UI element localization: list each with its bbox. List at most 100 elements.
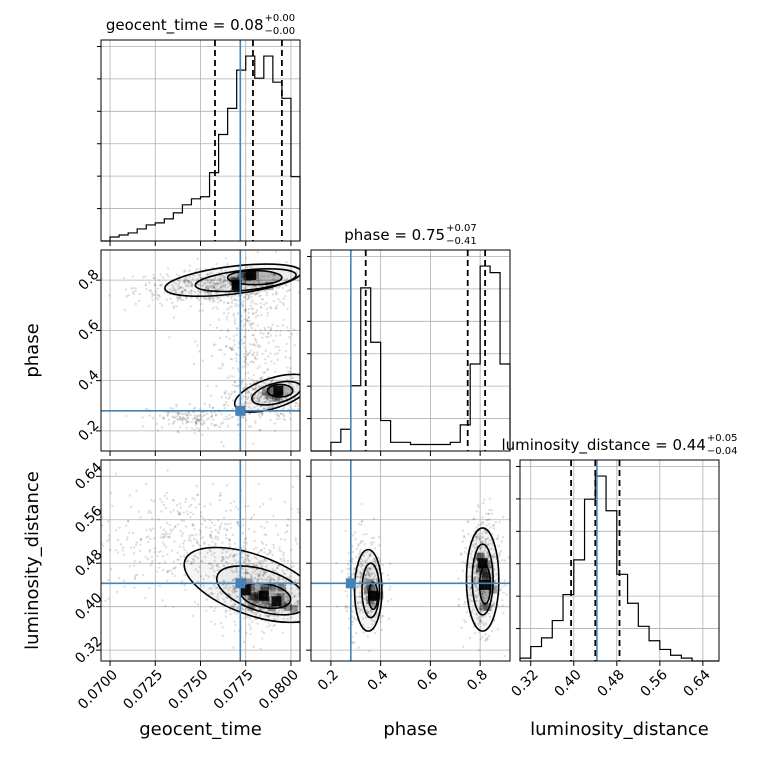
sample-point	[359, 548, 362, 551]
x-tick-label: 0.48	[594, 667, 627, 700]
sample-point	[196, 418, 199, 422]
sample-point	[246, 292, 249, 295]
sample-point	[188, 275, 192, 279]
sample-point	[263, 371, 267, 374]
sample-point	[259, 613, 262, 617]
sample-point	[244, 400, 247, 404]
sample-point	[216, 297, 220, 300]
sample-point	[219, 287, 223, 290]
sample-point	[355, 631, 358, 635]
sample-point	[224, 509, 228, 513]
sample-point	[209, 550, 213, 553]
sample-point	[151, 298, 154, 302]
sample-point	[475, 570, 478, 573]
sample-point	[176, 558, 179, 562]
sample-point	[263, 526, 266, 530]
sample-point	[207, 292, 211, 295]
sample-point	[374, 560, 377, 563]
sample-point	[359, 541, 362, 545]
sample-point	[463, 602, 466, 606]
sample-point	[149, 537, 152, 541]
sample-point	[196, 541, 199, 545]
sample-point	[501, 515, 505, 519]
sample-point	[244, 287, 248, 290]
sample-point	[217, 288, 220, 291]
sample-point	[223, 283, 226, 286]
sample-point	[279, 300, 282, 304]
sample-point	[251, 605, 255, 609]
sample-point	[286, 307, 289, 311]
sample-point	[260, 587, 263, 590]
sample-point	[213, 556, 217, 559]
sample-point	[260, 285, 263, 288]
sample-point	[197, 418, 200, 422]
sample-point	[502, 612, 505, 615]
sample-point	[485, 636, 489, 640]
sample-point	[125, 295, 128, 298]
sample-point	[282, 592, 286, 596]
sample-point	[171, 567, 175, 570]
x-axis-label-geocent_time: geocent_time	[139, 719, 262, 740]
sample-point	[286, 524, 289, 527]
sample-point	[262, 503, 265, 506]
x-tick-label: 0.0775	[211, 667, 257, 713]
sample-point	[493, 552, 496, 556]
sample-point	[265, 398, 269, 401]
sample-point	[273, 273, 277, 276]
sample-point	[481, 554, 485, 557]
sample-point	[174, 415, 178, 418]
sample-point	[254, 386, 258, 390]
sample-point	[258, 396, 261, 399]
sample-point	[461, 529, 465, 532]
sample-point	[486, 543, 489, 547]
sample-point	[274, 290, 278, 294]
sample-point	[267, 601, 270, 604]
sample-point	[269, 550, 272, 553]
sample-point	[386, 599, 390, 603]
x-tick-label: 0.64	[681, 667, 714, 700]
sample-point	[150, 498, 153, 502]
sample-point	[313, 570, 315, 572]
sample-point	[266, 615, 270, 618]
sample-point	[147, 511, 150, 514]
sample-point	[244, 309, 247, 312]
sample-point	[294, 404, 297, 408]
sample-point	[297, 511, 300, 514]
sample-point	[252, 388, 255, 391]
sample-point	[474, 542, 477, 545]
sample-point	[485, 577, 489, 580]
sample-point	[248, 343, 252, 346]
sample-point	[206, 287, 210, 291]
sample-point	[173, 525, 177, 529]
sample-point	[126, 536, 129, 539]
sample-point	[278, 546, 281, 550]
density-cell	[237, 272, 246, 281]
sample-point	[246, 563, 250, 566]
sample-point	[115, 590, 119, 594]
marginal-title-lower-error: −0.04	[707, 446, 738, 457]
sample-point	[232, 276, 235, 280]
sample-point	[269, 329, 272, 332]
sample-point	[267, 614, 271, 618]
sample-point	[145, 482, 148, 486]
sample-point	[347, 563, 350, 566]
sample-point	[236, 606, 239, 609]
sample-point	[214, 305, 218, 309]
sample-point	[274, 250, 278, 253]
sample-point	[282, 551, 285, 555]
sample-point	[488, 566, 491, 569]
sample-point	[181, 416, 185, 419]
sample-point	[206, 384, 209, 387]
sample-point	[314, 356, 316, 358]
sample-point	[486, 577, 489, 581]
marginal-panel-phase: phase = 0.75 +0.07−0.41	[307, 223, 511, 456]
sample-point	[130, 505, 133, 509]
sample-point	[472, 545, 475, 548]
sample-point	[164, 530, 168, 533]
sample-point	[246, 572, 250, 575]
sample-point	[490, 606, 493, 609]
sample-point	[269, 497, 272, 501]
sample-point	[187, 420, 191, 423]
sample-point	[149, 288, 152, 292]
density-cell	[483, 603, 492, 612]
